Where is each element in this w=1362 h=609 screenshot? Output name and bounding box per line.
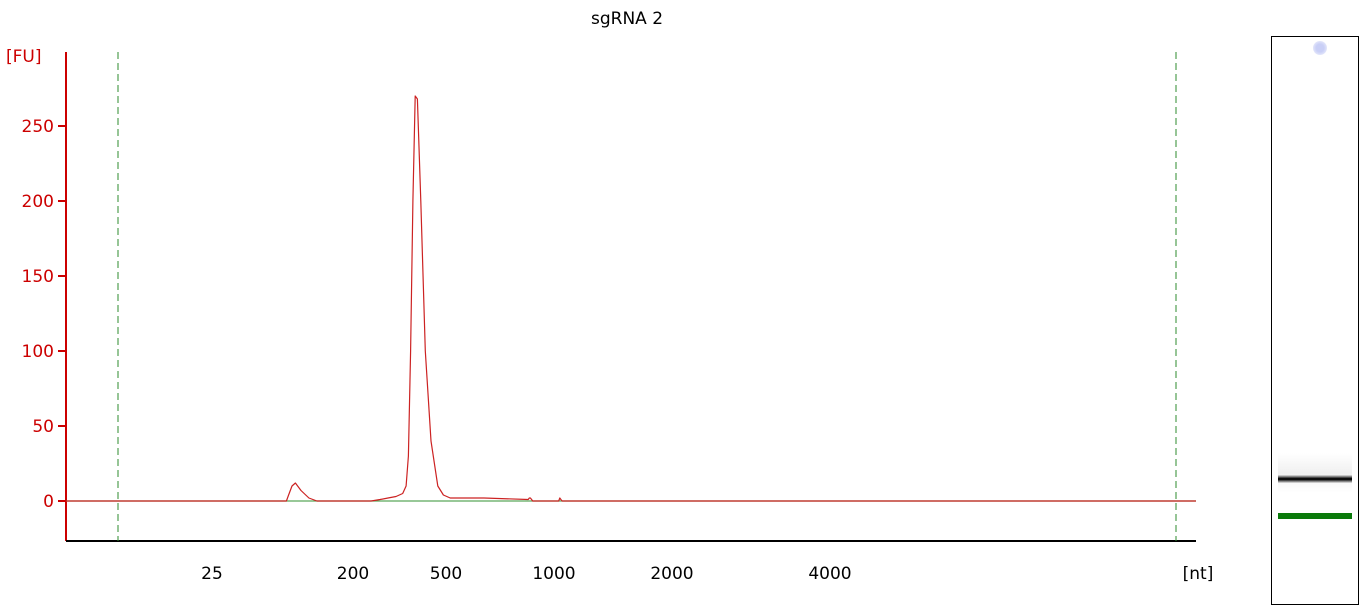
x-tick-label: 4000 [808,564,851,584]
y-tick-label: 0 [43,492,54,512]
y-tick-label: 250 [22,117,54,137]
upper-marker-dot [1313,41,1327,55]
x-tick-label: 2000 [650,564,693,584]
x-axis-unit-label: [nt] [1183,564,1214,584]
sample-band-smear [1278,453,1352,493]
y-axis-unit-label: [FU] [6,47,42,67]
x-tick-label: 25 [201,564,223,584]
series-trace [66,95,1196,502]
sample-band [1278,475,1352,483]
x-tick-label: 200 [337,564,369,584]
y-tick-label: 100 [22,342,54,362]
y-tick-label: 50 [32,417,54,437]
gel-lane [1271,36,1359,605]
y-tick-label: 200 [22,192,54,212]
x-tick-label: 1000 [532,564,575,584]
x-tick-label: 500 [430,564,462,584]
x-axis: 25 200 500 1000 2000 4000 [66,540,1196,584]
y-axis: 0 50 100 150 200 250 [22,52,67,541]
plot-area [66,52,1196,541]
y-tick-label: 150 [22,267,54,287]
lower-marker-band [1278,513,1352,519]
chart-title: sgRNA 2 [591,9,663,29]
